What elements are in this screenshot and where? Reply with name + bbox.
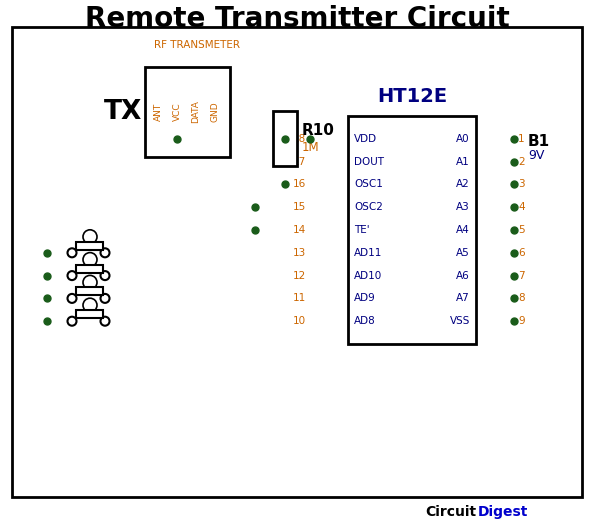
Bar (348, 116, 476, 344)
Text: 6: 6 (518, 248, 525, 258)
Text: Circuit: Circuit (425, 505, 476, 519)
Bar (76, 264, 103, 272)
Text: DOUT: DOUT (354, 156, 384, 167)
Circle shape (83, 298, 97, 312)
Text: A7: A7 (456, 294, 470, 303)
Text: B1: B1 (528, 134, 550, 149)
Text: 14: 14 (293, 225, 306, 235)
Text: A3: A3 (456, 202, 470, 212)
Text: 8: 8 (518, 294, 525, 303)
Text: 9: 9 (518, 316, 525, 326)
Text: 7: 7 (518, 271, 525, 280)
Text: 1: 1 (518, 134, 525, 144)
Text: OSC1: OSC1 (354, 179, 383, 189)
Text: 1M: 1M (302, 140, 320, 154)
Text: 2: 2 (518, 156, 525, 167)
Text: 10: 10 (293, 316, 306, 326)
Text: Digest: Digest (478, 505, 528, 519)
Bar (145, 67, 230, 157)
Bar (12, 27, 582, 497)
Circle shape (101, 294, 109, 303)
Text: GND: GND (211, 102, 220, 122)
Text: A0: A0 (456, 134, 470, 144)
Text: DATA: DATA (192, 101, 201, 123)
Text: A2: A2 (456, 179, 470, 189)
Text: RF TRANSMETER: RF TRANSMETER (155, 40, 240, 50)
Text: TX: TX (104, 99, 142, 125)
Bar (273, 111, 297, 167)
Text: Remote Transmitter Circuit: Remote Transmitter Circuit (84, 5, 509, 33)
Circle shape (101, 271, 109, 280)
Circle shape (83, 253, 97, 267)
Text: AD8: AD8 (354, 316, 376, 326)
Text: A5: A5 (456, 248, 470, 258)
Text: A6: A6 (456, 271, 470, 280)
Text: 11: 11 (293, 294, 306, 303)
Text: 17: 17 (293, 156, 306, 167)
Text: AD11: AD11 (354, 248, 383, 258)
Text: 4: 4 (518, 202, 525, 212)
Text: VCC: VCC (173, 103, 181, 121)
Text: 12: 12 (293, 271, 306, 280)
Circle shape (67, 248, 77, 257)
Circle shape (67, 271, 77, 280)
Circle shape (101, 317, 109, 326)
Bar (76, 310, 103, 318)
Text: TE': TE' (354, 225, 369, 235)
Bar (76, 242, 103, 250)
Text: VSS: VSS (450, 316, 470, 326)
Text: 3: 3 (518, 179, 525, 189)
Circle shape (83, 276, 97, 289)
Text: i: i (89, 232, 91, 242)
Text: VDD: VDD (354, 134, 377, 144)
Text: i: i (89, 255, 91, 264)
Text: 9V: 9V (528, 149, 544, 162)
Text: AD10: AD10 (354, 271, 382, 280)
Text: 18: 18 (293, 134, 306, 144)
Text: 16: 16 (293, 179, 306, 189)
Text: ANT: ANT (154, 103, 162, 121)
Text: i: i (89, 278, 91, 287)
Text: AD9: AD9 (354, 294, 376, 303)
Bar (76, 287, 103, 295)
Text: OSC2: OSC2 (354, 202, 383, 212)
Text: R10: R10 (302, 123, 335, 138)
Text: A4: A4 (456, 225, 470, 235)
Text: A1: A1 (456, 156, 470, 167)
Text: 13: 13 (293, 248, 306, 258)
Text: i: i (89, 301, 91, 310)
Text: HT12E: HT12E (377, 87, 447, 105)
Circle shape (101, 248, 109, 257)
Circle shape (83, 230, 97, 244)
Circle shape (67, 317, 77, 326)
Text: 15: 15 (293, 202, 306, 212)
Text: 5: 5 (518, 225, 525, 235)
Circle shape (67, 294, 77, 303)
